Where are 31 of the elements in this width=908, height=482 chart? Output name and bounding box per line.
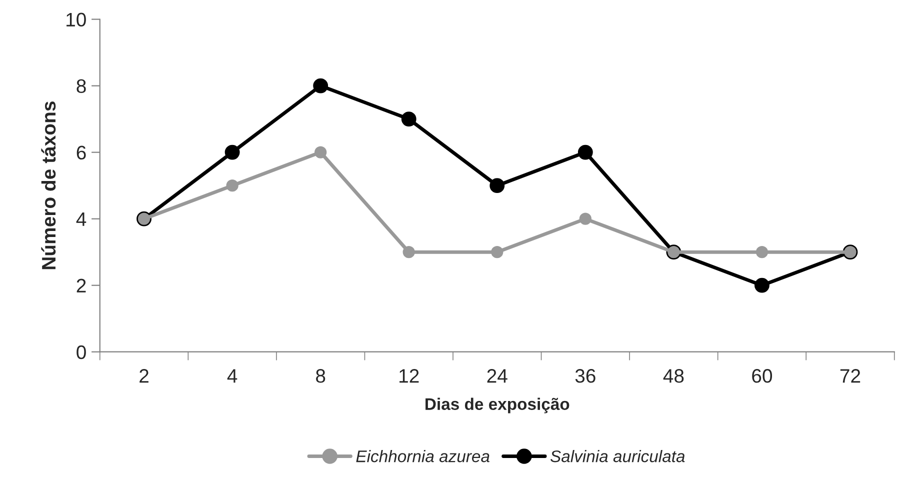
- x-axis-title: Dias de exposição: [426, 398, 570, 414]
- point: [490, 178, 505, 194]
- y-tick-label: 8: [76, 79, 86, 94]
- point: [754, 278, 770, 293]
- x-tick-label: 48: [663, 369, 684, 383]
- y-tick-label: 4: [76, 212, 86, 226]
- x-tick-label: 24: [487, 369, 508, 383]
- point: [401, 112, 416, 127]
- x-tick-label: 72: [840, 369, 860, 383]
- y-tick-label: 10: [66, 12, 86, 27]
- point: [579, 212, 592, 225]
- x-tick-label: 4: [227, 369, 238, 383]
- y-tick-label: 0: [76, 345, 86, 360]
- x-tick-label: 12: [400, 369, 419, 383]
- point: [491, 246, 504, 258]
- legend-label: Salvinia auriculata: [550, 450, 685, 462]
- x-tick-label: 60: [752, 369, 772, 383]
- point: [578, 144, 593, 160]
- point: [314, 146, 327, 158]
- x-tick-label: 36: [575, 369, 596, 383]
- point: [313, 78, 328, 94]
- y-tick-label: 6: [76, 146, 86, 160]
- point: [402, 246, 415, 258]
- point: [756, 246, 768, 258]
- x-tick-label: 8: [316, 369, 326, 383]
- y-axis-title: Número de táxons: [41, 102, 56, 270]
- point: [226, 179, 238, 192]
- legend-label: Eichhornia azurea: [356, 450, 490, 462]
- x-tick-label: 2: [140, 369, 148, 383]
- y-tick-label: 2: [76, 278, 86, 292]
- point: [224, 144, 240, 160]
